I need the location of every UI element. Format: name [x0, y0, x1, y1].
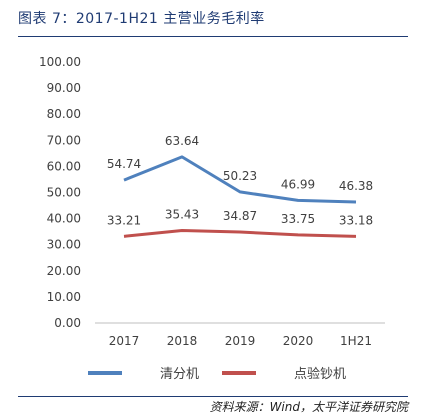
x-tick-label: 2018 — [167, 334, 198, 348]
legend-label: 清分机 — [160, 367, 199, 382]
y-tick-label: 80.00 — [47, 107, 81, 121]
legend: 清分机 点验钞机 — [88, 366, 346, 382]
x-axis: 2017 2018 2019 2020 1H21 — [95, 322, 385, 348]
y-tick-label: 70.00 — [47, 133, 81, 147]
title-divider — [18, 36, 408, 37]
y-tick-label: 90.00 — [47, 81, 81, 95]
data-label: 33.75 — [281, 212, 315, 226]
y-tick-label: 100.00 — [39, 55, 81, 69]
series-line-2 — [123, 229, 357, 238]
data-label: 33.21 — [107, 213, 141, 227]
data-label: 63.64 — [165, 134, 199, 148]
y-tick-label: 30.00 — [47, 238, 81, 252]
source-divider — [18, 396, 408, 397]
source-note: 资料来源：Wind，太平洋证券研究院 — [209, 400, 408, 414]
y-tick-label: 0.00 — [54, 316, 81, 330]
x-tick-label: 2017 — [109, 334, 140, 348]
x-tick-label: 1H21 — [340, 334, 372, 348]
y-axis: 0.00 10.00 20.00 30.00 40.00 50.00 60.00 70.00 8… — [39, 55, 81, 330]
data-label: 34.87 — [223, 209, 257, 223]
data-label: 46.38 — [339, 179, 373, 193]
x-tick-label: 2020 — [283, 334, 314, 348]
data-label: 46.99 — [281, 177, 315, 191]
legend-label: 点验钞机 — [294, 366, 346, 382]
data-label: 50.23 — [223, 169, 257, 183]
y-tick-label: 10.00 — [47, 290, 81, 304]
y-tick-label: 60.00 — [47, 159, 81, 173]
chart-title: 图表 7：2017-1H21 主营业务毛利率 — [18, 11, 265, 27]
data-label: 35.43 — [165, 208, 199, 222]
y-tick-label: 40.00 — [47, 212, 81, 226]
data-label: 54.74 — [107, 157, 141, 171]
series-layer: 54.74 63.64 50.23 46.99 46.38 33.21 35.43 34.87… — [107, 134, 373, 238]
x-tick-label: 2019 — [225, 334, 256, 348]
data-label: 33.18 — [339, 213, 373, 227]
y-tick-label: 50.00 — [47, 186, 81, 200]
y-tick-label: 20.00 — [47, 264, 81, 278]
